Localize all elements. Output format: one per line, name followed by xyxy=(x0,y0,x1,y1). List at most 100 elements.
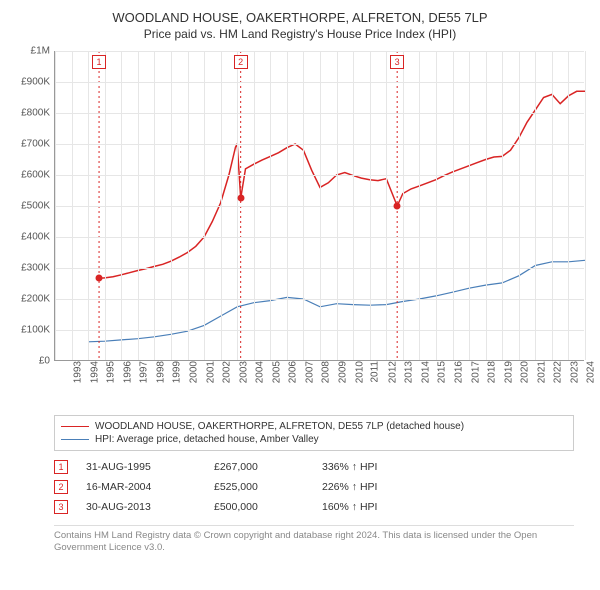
y-tick-label: £100K xyxy=(10,325,50,336)
y-tick-label: £900K xyxy=(10,77,50,88)
y-tick-label: £0 xyxy=(10,356,50,367)
sale-date: 16-MAR-2004 xyxy=(86,481,196,493)
grid-line-v xyxy=(568,51,569,360)
plot-area: 1 2 3 xyxy=(54,51,584,361)
series-line-property xyxy=(99,91,585,278)
x-tick-label: 1999 xyxy=(172,361,183,383)
x-tick-label: 2015 xyxy=(437,361,448,383)
x-tick-label: 2017 xyxy=(470,361,481,383)
x-tick-label: 2009 xyxy=(337,361,348,383)
x-tick-label: 2014 xyxy=(420,361,431,383)
legend-swatch xyxy=(61,439,89,440)
x-tick-label: 2019 xyxy=(503,361,514,383)
y-tick-label: £1M xyxy=(10,46,50,57)
sale-marker-box: 2 xyxy=(234,55,248,69)
grid-line-v xyxy=(419,51,420,360)
x-tick-label: 2000 xyxy=(188,361,199,383)
grid-line-v xyxy=(353,51,354,360)
grid-line-v xyxy=(154,51,155,360)
sale-price: £500,000 xyxy=(214,501,304,513)
y-tick-label: £500K xyxy=(10,201,50,212)
x-tick-label: 2013 xyxy=(404,361,415,383)
y-tick-label: £400K xyxy=(10,232,50,243)
grid-line-v xyxy=(237,51,238,360)
grid-line-v xyxy=(270,51,271,360)
grid-line-v xyxy=(287,51,288,360)
sale-pct: 160% ↑ HPI xyxy=(322,501,442,513)
y-tick-label: £200K xyxy=(10,294,50,305)
sale-number-box: 1 xyxy=(54,460,68,474)
grid-line-v xyxy=(105,51,106,360)
x-tick-label: 2020 xyxy=(519,361,530,383)
grid-line-v xyxy=(585,51,586,360)
x-tick-label: 2002 xyxy=(221,361,232,383)
y-tick-label: £300K xyxy=(10,263,50,274)
grid-line-v xyxy=(519,51,520,360)
sale-marker-box: 3 xyxy=(390,55,404,69)
sale-marker-box: 1 xyxy=(92,55,106,69)
x-tick-label: 2001 xyxy=(205,361,216,383)
grid-line-v xyxy=(72,51,73,360)
grid-line-v xyxy=(552,51,553,360)
grid-line-v xyxy=(171,51,172,360)
legend: WOODLAND HOUSE, OAKERTHORPE, ALFRETON, D… xyxy=(54,415,574,451)
legend-label: WOODLAND HOUSE, OAKERTHORPE, ALFRETON, D… xyxy=(95,421,464,432)
grid-line-v xyxy=(386,51,387,360)
sale-row: 131-AUG-1995£267,000336% ↑ HPI xyxy=(54,457,574,477)
x-tick-label: 2024 xyxy=(586,361,597,383)
grid-line-v xyxy=(502,51,503,360)
y-tick-label: £600K xyxy=(10,170,50,181)
sale-marker-dot xyxy=(394,203,401,210)
y-tick-label: £700K xyxy=(10,139,50,150)
y-tick-label: £800K xyxy=(10,108,50,119)
legend-row: WOODLAND HOUSE, OAKERTHORPE, ALFRETON, D… xyxy=(61,420,567,433)
legend-swatch xyxy=(61,426,89,427)
chart-title: WOODLAND HOUSE, OAKERTHORPE, ALFRETON, D… xyxy=(10,10,590,25)
sale-date: 30-AUG-2013 xyxy=(86,501,196,513)
grid-line-v xyxy=(88,51,89,360)
x-tick-label: 2004 xyxy=(254,361,265,383)
x-tick-label: 1997 xyxy=(139,361,150,383)
sale-number-box: 3 xyxy=(54,500,68,514)
sale-price: £525,000 xyxy=(214,481,304,493)
sale-number-box: 2 xyxy=(54,480,68,494)
grid-line-v xyxy=(121,51,122,360)
x-tick-label: 2010 xyxy=(354,361,365,383)
legend-row: HPI: Average price, detached house, Ambe… xyxy=(61,433,567,446)
grid-line-v xyxy=(486,51,487,360)
sale-price: £267,000 xyxy=(214,461,304,473)
x-tick-label: 2007 xyxy=(304,361,315,383)
grid-line-v xyxy=(303,51,304,360)
x-tick-label: 2008 xyxy=(321,361,332,383)
chart-subtitle: Price paid vs. HM Land Registry's House … xyxy=(10,27,590,41)
sale-marker-dot xyxy=(237,195,244,202)
x-tick-label: 2018 xyxy=(486,361,497,383)
x-tick-label: 2023 xyxy=(569,361,580,383)
chart-area: 1 2 3 £0 £100K £200K £300K £400K £500K £600K £700… xyxy=(10,47,590,407)
grid-line-v xyxy=(535,51,536,360)
x-tick-label: 1998 xyxy=(155,361,166,383)
x-tick-label: 2016 xyxy=(453,361,464,383)
x-tick-label: 1993 xyxy=(72,361,83,383)
x-tick-label: 1995 xyxy=(105,361,116,383)
grid-line-v xyxy=(469,51,470,360)
sales-table: 131-AUG-1995£267,000336% ↑ HPI216-MAR-20… xyxy=(54,457,574,517)
sale-row: 216-MAR-2004£525,000226% ↑ HPI xyxy=(54,477,574,497)
legend-label: HPI: Average price, detached house, Ambe… xyxy=(95,434,319,445)
chart-container: WOODLAND HOUSE, OAKERTHORPE, ALFRETON, D… xyxy=(0,0,600,563)
x-tick-label: 2003 xyxy=(238,361,249,383)
x-tick-label: 2011 xyxy=(370,361,381,383)
x-tick-label: 2021 xyxy=(536,361,547,383)
grid-line-v xyxy=(453,51,454,360)
grid-line-v xyxy=(204,51,205,360)
grid-line-v xyxy=(370,51,371,360)
grid-line-v xyxy=(221,51,222,360)
x-tick-label: 1996 xyxy=(122,361,133,383)
x-tick-label: 1994 xyxy=(89,361,100,383)
grid-line-v xyxy=(320,51,321,360)
grid-line-v xyxy=(138,51,139,360)
x-tick-label: 2012 xyxy=(387,361,398,383)
sale-date: 31-AUG-1995 xyxy=(86,461,196,473)
footer-note: Contains HM Land Registry data © Crown c… xyxy=(54,525,574,555)
sale-marker-dot xyxy=(96,275,103,282)
